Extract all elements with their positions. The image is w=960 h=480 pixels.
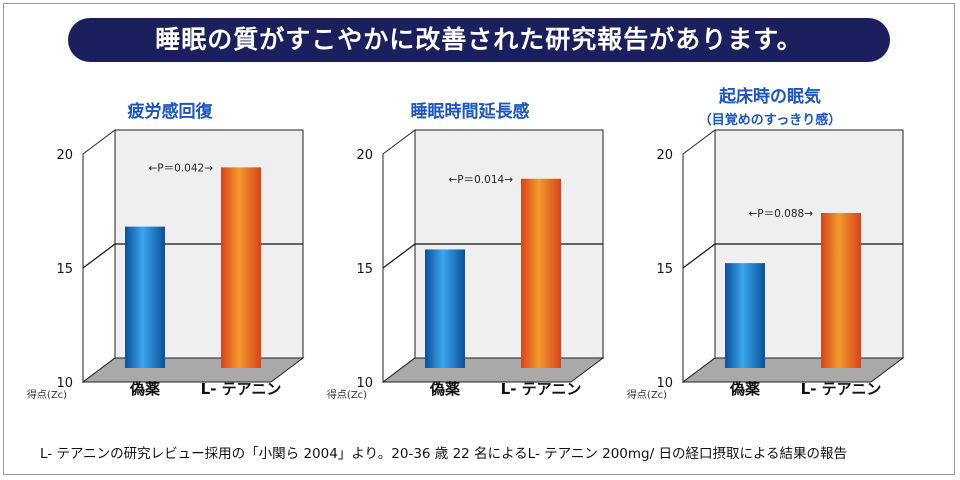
chart-title: 疲労感回復	[128, 101, 214, 122]
y-tick-label: 10	[656, 376, 673, 391]
x-category-label: 偽薬	[729, 380, 760, 398]
x-category-label: L- テアニン	[501, 380, 582, 398]
page-title: 睡眠の質がすこやかに改善された研究報告があります。	[68, 18, 890, 62]
chart-title: 睡眠時間延長感	[411, 101, 530, 122]
p-value-annotation: ←P＝0.042→	[149, 162, 214, 174]
y-tick-label: 20	[56, 148, 73, 163]
p-value-annotation: ←P＝0.014→	[449, 174, 514, 186]
bar-theanine	[821, 212, 861, 368]
chart-subtitle: （目覚めのすっきり感）	[699, 112, 841, 128]
chart-fatigue-recovery: 疲労感回復 10 15 20 得点(Zc) 偽薬 L- テアニン ←P＝0.042→	[27, 101, 305, 401]
y-axis-label: 得点(Zc)	[627, 389, 667, 401]
bar-theanine	[221, 167, 261, 368]
y-tick-label: 20	[356, 148, 373, 163]
y-tick-label: 10	[56, 376, 73, 391]
bar-placebo	[425, 249, 465, 368]
y-tick-label: 15	[656, 262, 673, 277]
bar-placebo	[725, 263, 765, 368]
y-tick-label: 15	[56, 262, 73, 277]
y-axis-label: 得点(Zc)	[327, 389, 367, 401]
y-tick-label: 15	[356, 262, 373, 277]
chart-waking-drowsiness: 起床時の眠気 （目覚めのすっきり感） 10 15 20 得点(Zc) 偽薬 L- テアニン ←P…	[627, 86, 905, 401]
footnote: L- テアニンの研究レビュー採用の「小関ら 2004」より。20-36 歳 22…	[40, 446, 848, 462]
x-category-label: 偽薬	[429, 380, 460, 398]
floor	[381, 357, 605, 383]
y-tick-label: 10	[356, 376, 373, 391]
p-value-annotation: ←P＝0.088→	[749, 208, 814, 220]
x-category-label: L- テアニン	[201, 380, 282, 398]
bar-theanine	[521, 178, 561, 368]
x-category-label: L- テアニン	[801, 380, 882, 398]
floor	[681, 357, 905, 383]
chart-sleep-extension: 睡眠時間延長感 10 15 20 得点(Zc) 偽薬 L- テアニン ←P＝0.014→	[327, 101, 605, 401]
floor	[81, 357, 305, 383]
chart-title: 起床時の眠気	[718, 86, 821, 107]
x-category-label: 偽薬	[129, 380, 160, 398]
bar-placebo	[125, 226, 165, 368]
y-axis-label: 得点(Zc)	[27, 389, 67, 401]
y-tick-label: 20	[656, 148, 673, 163]
